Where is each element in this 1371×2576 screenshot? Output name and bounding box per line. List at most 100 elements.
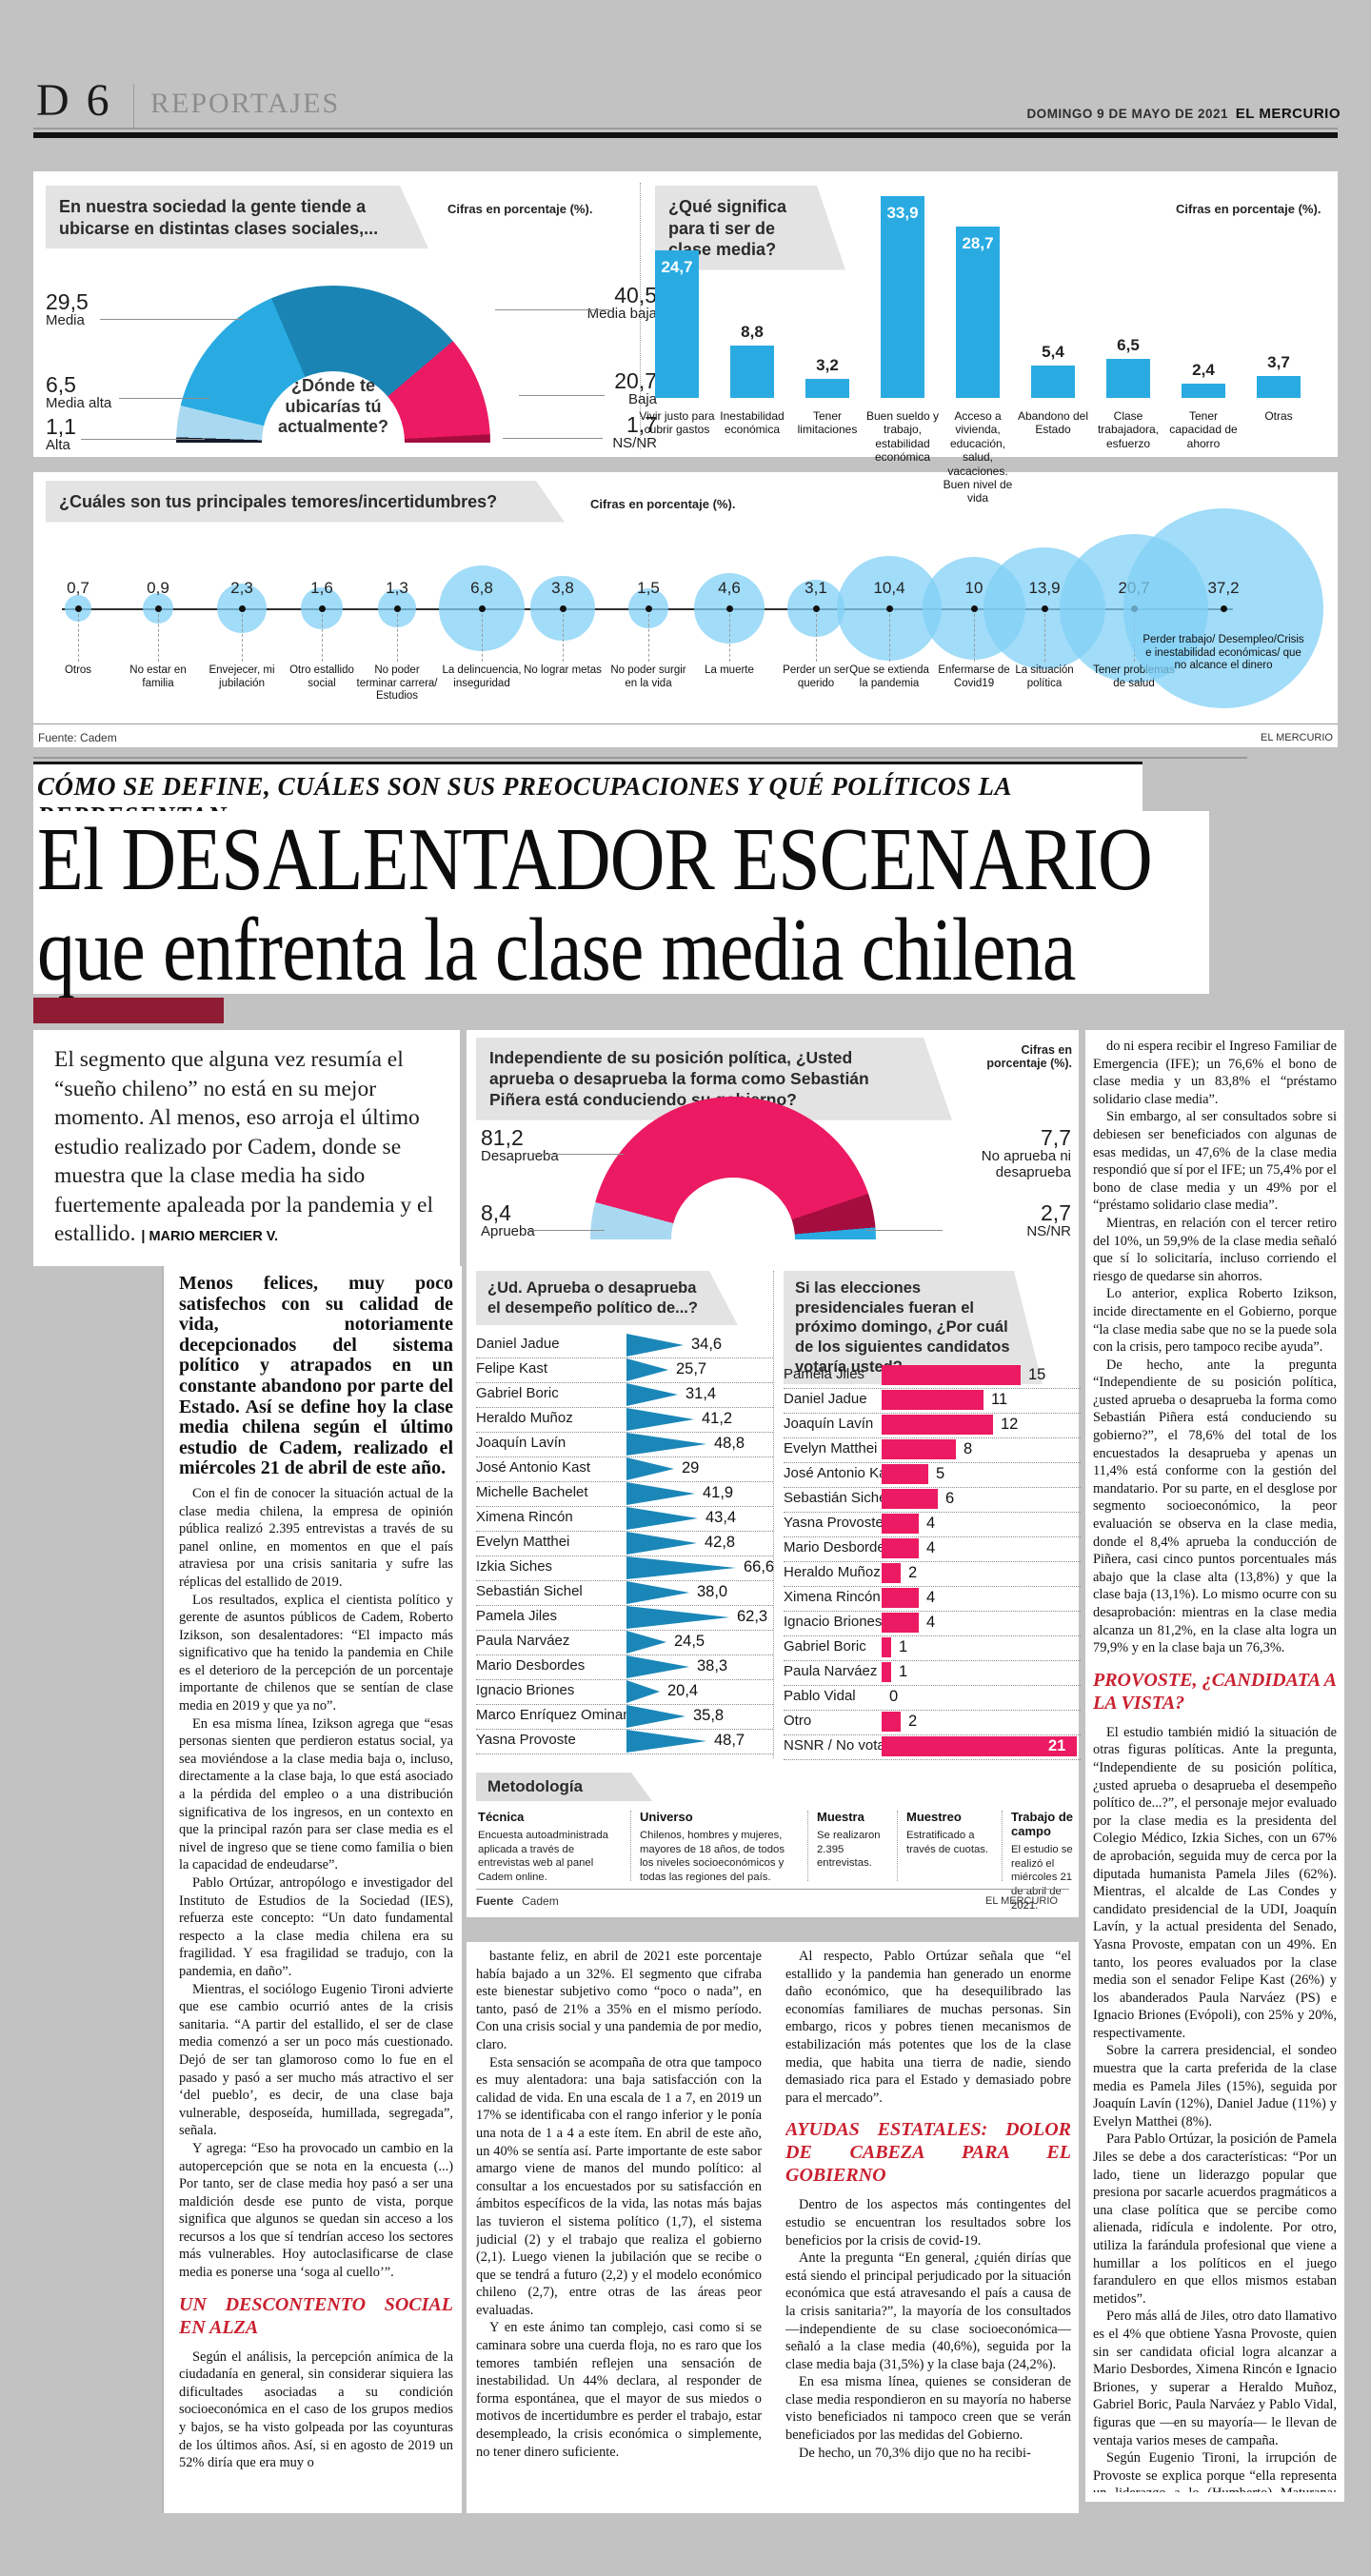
question-text: Independiente de su posición política, ¿… [489,1048,869,1109]
headline-top-rule [33,757,1247,759]
vote-bar [882,1613,919,1633]
paragraph: De hecho, ante la pregunta “Independient… [1093,1357,1337,1656]
politician-row: Ignacio Briones 20,4 [476,1679,773,1705]
approval-value: 35,8 [693,1707,725,1724]
segment-label-media: 29,5 Media [46,289,89,329]
vote-value: 4 [926,1539,936,1556]
approval-bar [626,1606,729,1629]
segment-label-nsnr: 1,7 NS/NR [612,412,657,452]
segment-label-baja: 20,7 Baja [614,368,657,408]
approval-bar [626,1705,686,1728]
candidate-row: Ignacio Briones 4 [784,1611,1081,1636]
approval-value: 41,2 [702,1410,733,1427]
bubble-dot [1221,605,1227,612]
bar-label: Tener limitaciones [797,409,858,437]
approval-value: 62,3 [737,1608,768,1625]
approval-value: 38,0 [697,1583,728,1600]
paragraph: do ni espera recibir el Ingreso Familiar… [1093,1039,1337,1107]
politician-row: Izkia Siches 66,6 [476,1556,774,1581]
approval-value: 25,7 [676,1360,707,1377]
article-paragraphs: bastante feliz, en abril de 2021 este po… [476,1948,762,2461]
vote-value: 4 [926,1515,936,1532]
units-note: Cifras en porcentaje (%). [986,1043,1072,1070]
candidate-row: Otro 2 [784,1710,1081,1735]
candidate-name: Joaquín Lavín [784,1416,874,1432]
paragraph: Según el análisis, la percepción anímica… [179,2348,453,2471]
bubble-dot [1042,605,1048,612]
approval-bar [626,1334,684,1357]
question-box-politicians: ¿Ud. Aprueba o desaprueba el desempeño p… [476,1271,738,1325]
politician-row: José Antonio Kast 29 [476,1456,773,1482]
bar [730,346,774,398]
paragraph: De hecho, un 70,3% dijo que no ha recibi… [799,2445,1031,2461]
bubble-value: 13,9 [1028,579,1061,597]
bar-label: Vivir justo para cubrir gastos [639,409,715,437]
vote-value: 6 [945,1490,955,1507]
vote-bar [882,1662,891,1682]
candidate-name: NSNR / No vota [784,1737,885,1754]
byline: | MARIO MERCIER V. [141,1229,279,1244]
approval-bar [626,1507,698,1530]
bubble-label: No poder terminar carrera/ Estudios [356,664,438,703]
approval-value: 31,4 [686,1385,717,1402]
units-note: Cifras en porcentaje (%). [590,497,736,511]
approval-value: 48,7 [714,1732,745,1749]
methodology-divider [897,1811,898,1881]
bar [1257,376,1301,398]
bubble-connector [889,614,890,662]
bubble-connector [158,614,159,662]
bubble-value: 10 [964,579,984,597]
approval-bar [626,1581,689,1604]
question-text: ¿Ud. Aprueba o desaprueba el desempeño p… [487,1279,698,1317]
approval-value: 29 [682,1459,700,1476]
bubble-label: No lograr metas [524,664,602,676]
bar-value: 8,8 [741,323,764,341]
bar-value: 3,7 [1267,353,1290,371]
bubble-connector [78,614,79,662]
politician-row: Felipe Kast 25,7 [476,1357,773,1383]
paragraph: Pablo Ortúzar, antropólogo e investigado… [179,1875,453,1979]
candidate-row: Daniel Jadue 11 [784,1388,1081,1414]
bar-value: 3,2 [816,356,839,374]
approval-bar [626,1433,706,1456]
paragraph: Para Pablo Ortúzar, la posición de Pamel… [1093,2131,1337,2307]
fears-bubble-chart: 0,7 Otros 0,9 No estar en familia 2,3 Envejec… [33,474,1338,723]
approval-bar [626,1482,695,1505]
bar [805,379,849,398]
bubble-label: Envejecer, mi jubilación [209,664,275,689]
credit-note: EL MERCURIO [1261,732,1333,743]
vote-value: 5 [936,1465,945,1482]
candidate-name: Yasna Provoste [784,1515,884,1531]
paragraph: Sobre la carrera presidencial, el sondeo… [1093,2043,1337,2130]
label-connector [519,395,605,396]
bubble-label: La muerte [705,664,754,676]
candidate-row: Sebastián Sichel 6 [784,1487,1081,1513]
article-column-3: Al respecto, Pablo Ortúzar señala que “e… [785,1948,1071,2509]
column4-panel: do ni espera recibir el Ingreso Familiar… [1085,1030,1344,2502]
vote-bar [882,1365,1021,1385]
question-text: En nuestra sociedad la gente tiende a ub… [59,197,379,238]
paragraph: Y en este ánimo tan complejo, casi como … [476,2320,762,2460]
candidate-row: Joaquín Lavín 12 [784,1413,1081,1438]
approval-value: 38,3 [697,1657,728,1674]
politician-row: Pamela Jiles 62,3 [476,1605,773,1631]
bar-label: Otras [1264,409,1293,423]
methodology-universo: Universo Chilenos, hombres y mujeres, ma… [640,1810,785,1883]
methodology-divider [807,1811,808,1881]
chart-divider-dotted [640,183,641,449]
vote-value: 1 [899,1663,908,1680]
bubble-connector [1044,614,1045,662]
approval-value: 42,8 [705,1534,736,1551]
vote-value: 1 [899,1638,908,1655]
article-lead: Menos felices, muy poco satisfechos con … [179,1274,453,1479]
section-title: REPORTAJES [150,88,341,119]
subhead-provoste: PROVOSTE, ¿CANDIDATA A LA VISTA? [1093,1669,1337,1714]
vote-value: 2 [908,1564,918,1581]
vote-value: 0 [889,1688,899,1705]
label-connector [528,1230,605,1231]
source-label: Fuente [476,1894,514,1908]
politician-name: Paula Narváez [476,1633,570,1649]
source-name: Cadem [522,1894,559,1908]
bar-label: Clase trabajadora, esfuerzo [1097,409,1160,450]
paragraph: bastante feliz, en abril de 2021 este po… [476,1949,762,2052]
